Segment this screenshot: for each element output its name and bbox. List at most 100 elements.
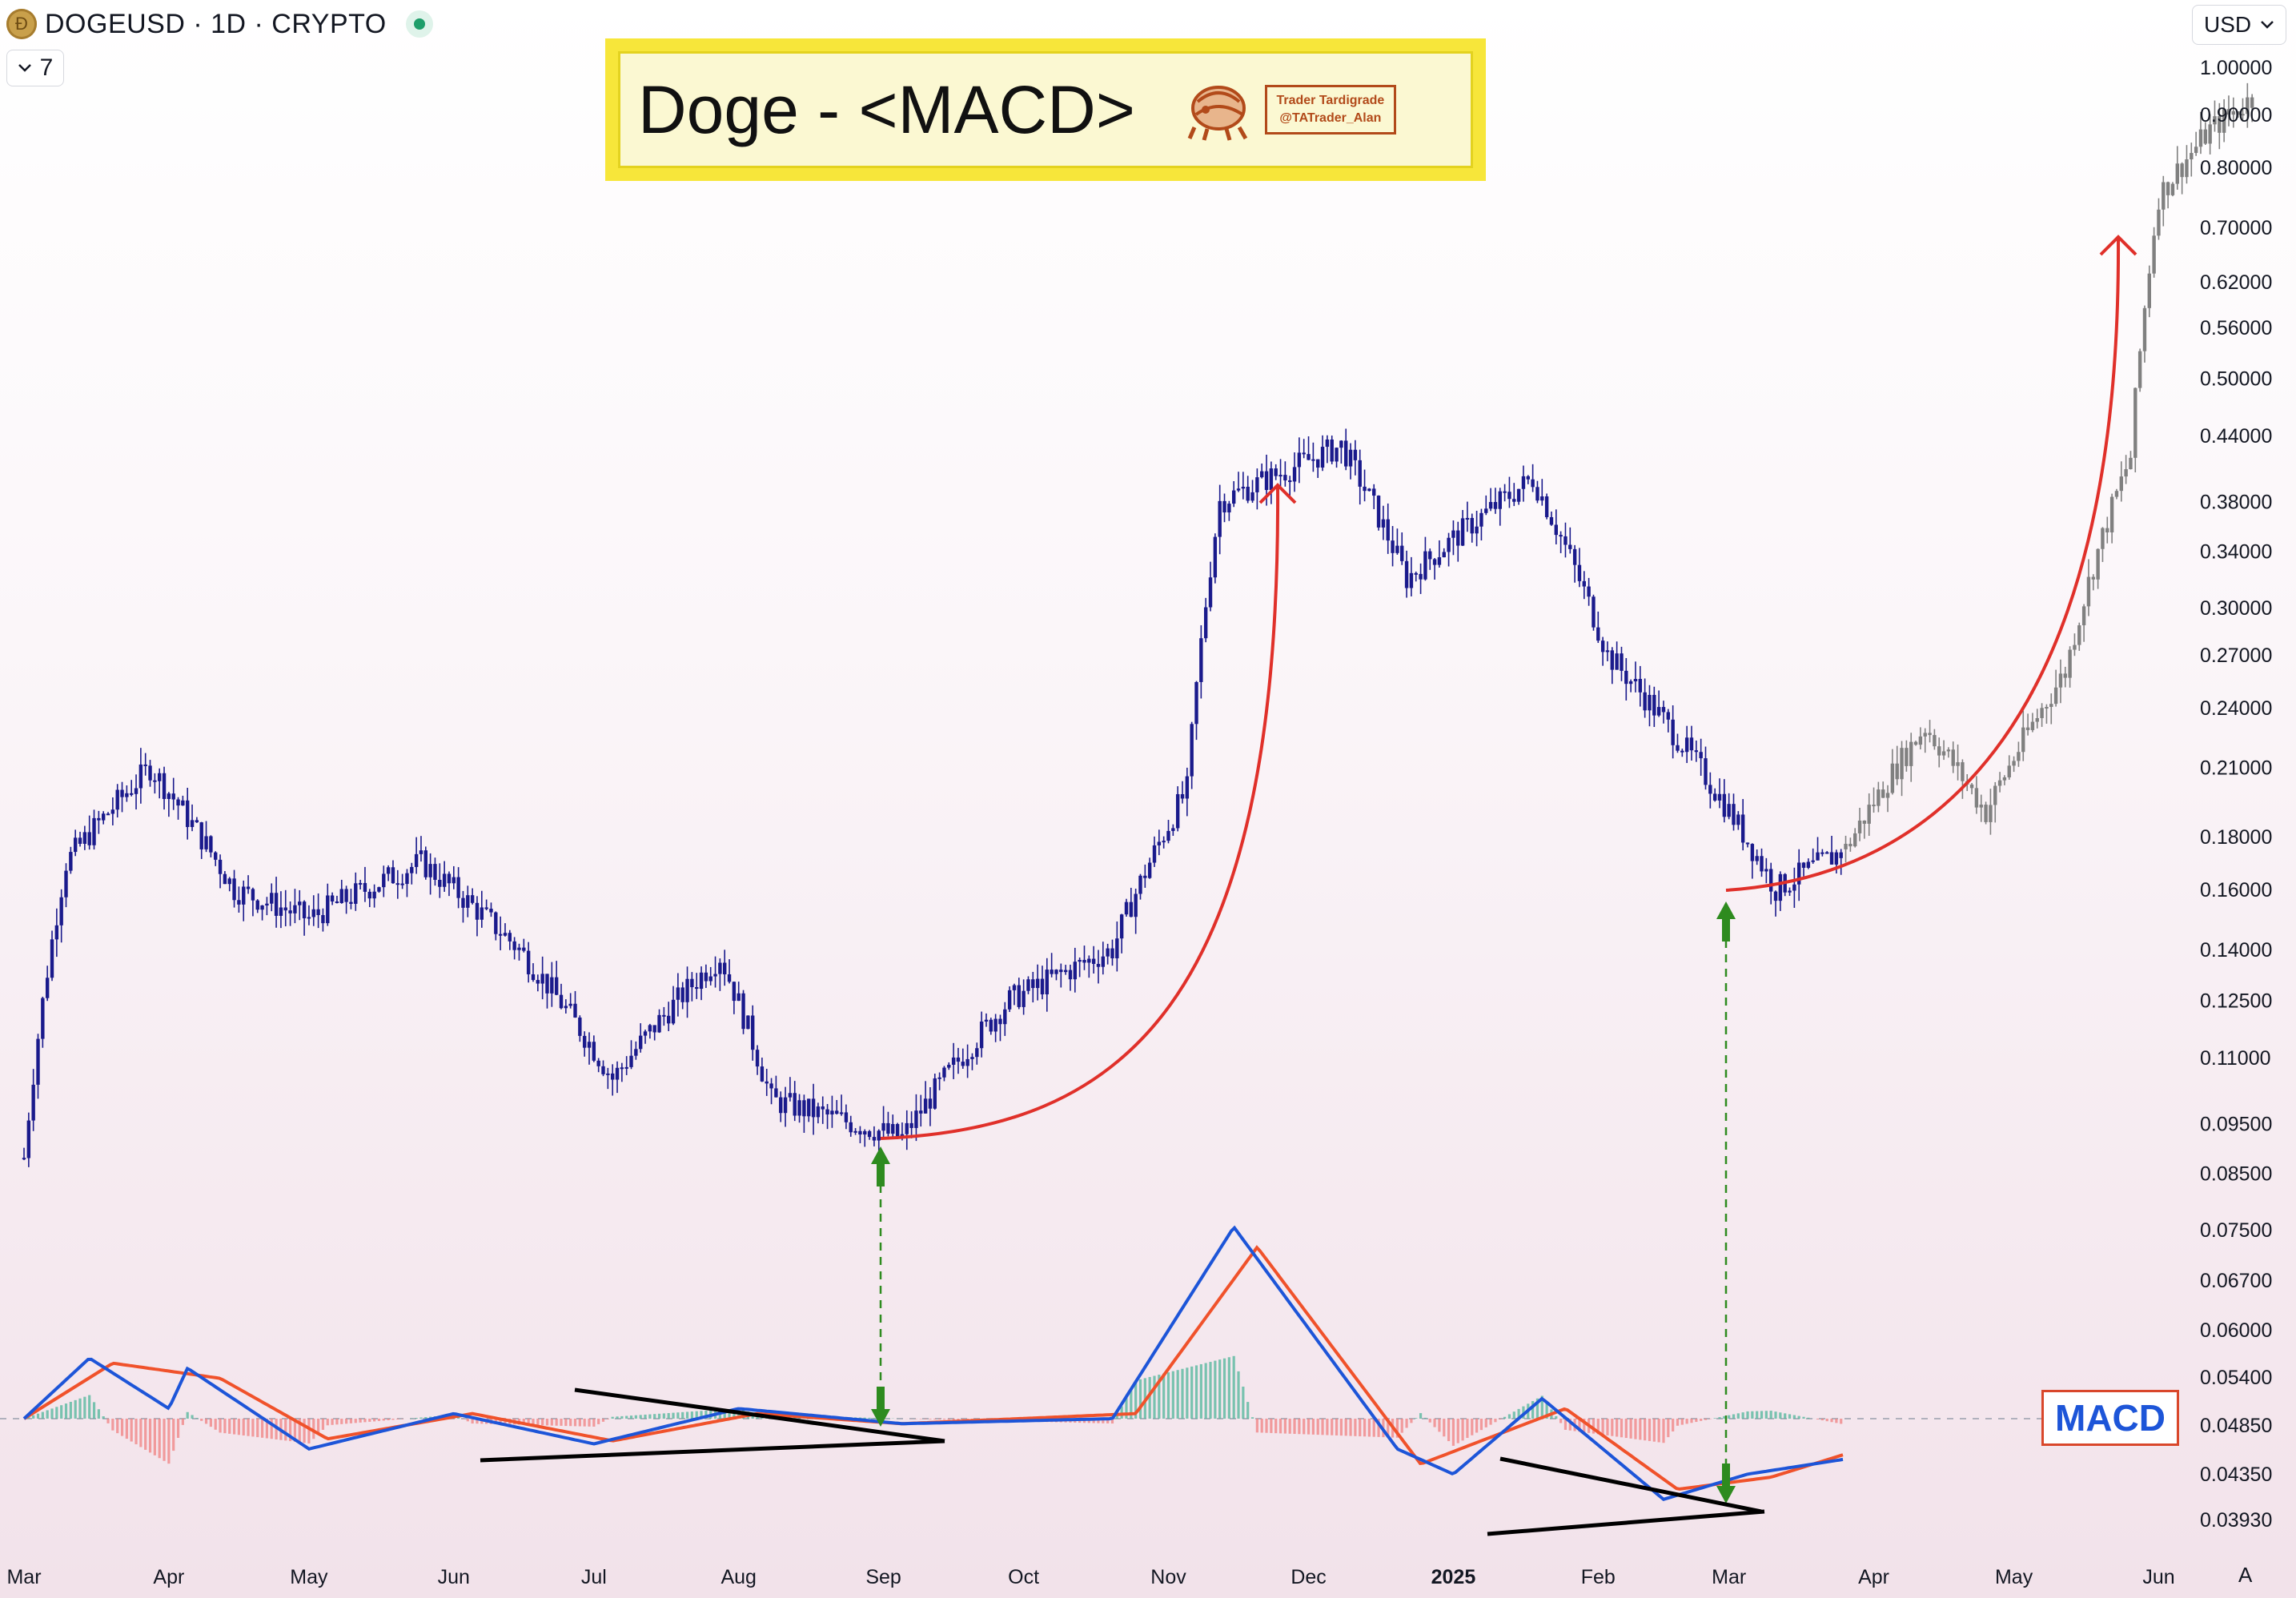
histogram-bar (1672, 1419, 1675, 1431)
candle-body (1470, 517, 1474, 534)
candle-body (835, 1110, 839, 1114)
candle-body (1689, 737, 1694, 751)
tardigrade-icon (1187, 86, 1248, 141)
candle-body (596, 1060, 600, 1066)
histogram-bar (1199, 1363, 1202, 1419)
histogram-bar (1181, 1368, 1184, 1419)
candle-body (419, 850, 423, 854)
candle-body (31, 1084, 35, 1121)
candle-body (2208, 124, 2212, 144)
candle-body (2058, 673, 2063, 688)
candle-body (2091, 576, 2095, 580)
candle-body (498, 934, 503, 936)
signal-line (22, 1245, 1844, 1491)
candle-body (2124, 469, 2128, 477)
histogram-bar (1555, 1415, 1558, 1419)
candle-body (1778, 873, 1783, 901)
candle-body (1540, 496, 1544, 501)
histogram-bar (1592, 1419, 1596, 1434)
candle-body (1905, 748, 1909, 766)
candle-body (1035, 978, 1040, 989)
auto-scale-button[interactable]: A (2238, 1563, 2253, 1587)
histogram-bar (672, 1412, 675, 1419)
histogram-bar (106, 1419, 110, 1423)
candle-body (162, 773, 167, 799)
histogram-bar (307, 1419, 311, 1443)
histogram-bar (961, 1419, 965, 1420)
histogram-bar (662, 1413, 665, 1419)
candle-body (807, 1098, 811, 1117)
histogram-bar (1395, 1419, 1399, 1438)
candle-body (1656, 707, 1661, 716)
candle-body (886, 1122, 890, 1134)
candle-body (526, 950, 531, 974)
price-tick-label: 1.00000 (2200, 57, 2272, 79)
histogram-bar (471, 1419, 474, 1424)
candle-body (1063, 970, 1068, 973)
histogram-bar (1840, 1419, 1843, 1424)
histogram-bar (1278, 1419, 1282, 1434)
annotations (480, 235, 2137, 1536)
doge-coin-icon[interactable]: Ð (6, 9, 37, 39)
candle-body (1022, 990, 1026, 1007)
marker-mar-up-arrow (1716, 901, 1736, 942)
banner-title: Doge - <MACD> (638, 71, 1135, 147)
histogram-bar (1629, 1419, 1632, 1439)
candle-body (942, 1067, 946, 1078)
histogram-bar (1769, 1411, 1772, 1419)
candle-body (367, 891, 371, 899)
histogram-bar (181, 1419, 184, 1425)
candle-body (195, 820, 199, 823)
histogram-bar (1158, 1375, 1161, 1419)
currency-selector[interactable]: USD (2192, 5, 2286, 45)
histogram-bar (1321, 1419, 1324, 1435)
histogram-bar (1190, 1366, 1194, 1419)
symbol-title[interactable]: DOGEUSD · 1D · CRYPTO (45, 8, 387, 39)
candle-body (1012, 985, 1017, 990)
candle-body (1512, 499, 1516, 502)
candle-body (1605, 650, 1610, 652)
time-tick-label: Jul (581, 1566, 607, 1588)
candle-body (101, 813, 106, 821)
candle-body (260, 905, 264, 910)
candle-body (998, 1018, 1002, 1025)
price-tick-label: 0.56000 (2200, 317, 2272, 339)
histogram-bar (873, 1418, 876, 1419)
candle-body (568, 1003, 572, 1006)
candle-body (82, 832, 87, 844)
histogram-bar (303, 1419, 306, 1443)
histogram-bar (64, 1403, 68, 1419)
candle-body (1592, 596, 1596, 628)
histogram-bar (265, 1419, 269, 1439)
histogram-bar (55, 1407, 58, 1419)
indicators-toggle-button[interactable]: 7 (6, 50, 64, 86)
price-tick-label: 0.27000 (2200, 644, 2272, 667)
candle-body (148, 765, 152, 781)
candle-body (1260, 471, 1264, 478)
candle-body (1768, 869, 1773, 892)
candle-body (979, 1021, 984, 1049)
histogram-bar (125, 1419, 128, 1439)
histogram-bar (1792, 1415, 1796, 1419)
candle-body (2109, 496, 2114, 533)
candle-body (1255, 477, 1259, 492)
histogram-bar (1102, 1419, 1105, 1423)
candle-body (1900, 748, 1904, 780)
histogram-bar (1676, 1419, 1680, 1426)
histogram-bar (1377, 1419, 1380, 1437)
histogram-bar (1741, 1412, 1744, 1419)
marker-sep-up-arrow (871, 1146, 890, 1186)
histogram-bar (601, 1419, 605, 1422)
candle-body (279, 907, 283, 916)
candle-body (423, 850, 427, 877)
candle-body (1129, 901, 1134, 917)
histogram-bar (1303, 1419, 1306, 1435)
candle-body (484, 907, 488, 909)
candle-body (1087, 958, 1091, 963)
brand-tag: Trader Tardigrade @TATrader_Alan (1264, 85, 1396, 135)
histogram-bar (1728, 1415, 1731, 1419)
histogram-bar (102, 1416, 105, 1419)
histogram-bar (1760, 1411, 1764, 1419)
histogram-bar (326, 1419, 329, 1426)
